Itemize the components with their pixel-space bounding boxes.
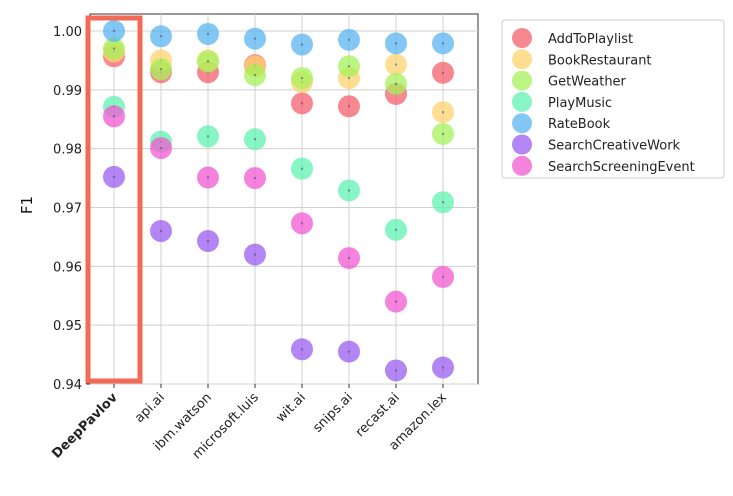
data-point-center bbox=[394, 42, 398, 45]
data-point-center bbox=[300, 167, 304, 170]
data-point-center bbox=[300, 43, 304, 46]
data-point-center bbox=[394, 369, 398, 372]
data-point-center bbox=[159, 229, 163, 233]
legend-marker-GetWeather bbox=[512, 70, 532, 91]
y-axis-label: F1 bbox=[18, 196, 36, 214]
data-point-center bbox=[394, 63, 398, 66]
data-point-center bbox=[300, 102, 304, 105]
plot-area bbox=[89, 13, 479, 385]
data-point-center bbox=[347, 189, 351, 192]
data-point-center bbox=[441, 110, 445, 114]
data-point-center bbox=[206, 176, 210, 179]
data-point-center bbox=[441, 132, 445, 136]
data-point-center bbox=[347, 76, 351, 80]
data-point-center bbox=[206, 32, 210, 36]
data-point-center bbox=[347, 105, 351, 108]
y-tick-label: 0.97 bbox=[53, 202, 82, 217]
data-point-center bbox=[253, 37, 257, 40]
data-points bbox=[103, 20, 454, 382]
legend-label: AddToPlaylist bbox=[548, 32, 633, 47]
data-point-center bbox=[112, 115, 116, 118]
data-point-center bbox=[253, 253, 257, 256]
legend-label: PlayMusic bbox=[548, 96, 612, 111]
x-tick-label: api.ai bbox=[132, 390, 168, 426]
x-tick-label: DeepPavlov bbox=[49, 390, 121, 462]
data-point-center bbox=[300, 222, 304, 225]
y-tick-label: 0.94 bbox=[53, 378, 82, 393]
data-point-center bbox=[300, 76, 304, 80]
data-point-center bbox=[253, 73, 257, 77]
data-point-center bbox=[394, 82, 398, 86]
y-tick-label: 1.00 bbox=[53, 25, 82, 40]
data-point-center bbox=[347, 65, 351, 68]
legend-frame bbox=[501, 19, 725, 179]
data-point-center bbox=[253, 176, 257, 180]
y-axis: 0.94 0.95 0.96 0.97 0.98 0.99 1.00 bbox=[53, 25, 90, 393]
legend-label: GetWeather bbox=[548, 75, 627, 90]
data-point-center bbox=[441, 42, 445, 45]
legend-label: BookRestaurant bbox=[548, 53, 652, 68]
data-point-center bbox=[441, 201, 445, 204]
legend-label: RateBook bbox=[548, 117, 611, 132]
data-point-center bbox=[394, 228, 398, 232]
y-tick-label: 0.96 bbox=[53, 260, 82, 275]
data-point-center bbox=[441, 366, 445, 369]
data-point-center bbox=[253, 138, 257, 141]
x-axis: DeepPavlov api.aiibm.watsonmicrosoft.luis… bbox=[49, 384, 450, 462]
data-point-center bbox=[347, 256, 351, 260]
data-point-center bbox=[206, 239, 210, 243]
data-point-center bbox=[206, 60, 210, 63]
data-point-center bbox=[394, 300, 398, 303]
y-tick-label: 0.99 bbox=[53, 84, 82, 99]
legend-marker-SearchCreativeWork bbox=[512, 134, 532, 155]
data-point-center bbox=[159, 146, 163, 150]
data-point-center bbox=[441, 71, 445, 74]
data-point-center bbox=[300, 348, 304, 351]
data-point-center bbox=[112, 175, 116, 179]
x-tick-label: wit.ai bbox=[273, 390, 308, 425]
x-tick-label: snips.ai bbox=[310, 390, 356, 436]
legend-marker-AddToPlaylist bbox=[512, 28, 532, 48]
data-point-center bbox=[112, 47, 116, 50]
legend: AddToPlaylist BookRestaurant GetWeather Pla… bbox=[501, 19, 725, 179]
data-point-center bbox=[347, 38, 351, 42]
data-point-center bbox=[347, 350, 351, 353]
data-point-center bbox=[206, 135, 210, 138]
legend-marker-BookRestaurant bbox=[512, 49, 532, 70]
y-tick-label: 0.95 bbox=[53, 319, 82, 334]
data-point-center bbox=[159, 68, 163, 71]
data-point-center bbox=[441, 275, 445, 279]
legend-marker-RateBook bbox=[512, 113, 532, 134]
legend-marker-PlayMusic bbox=[512, 91, 532, 112]
data-point-center bbox=[159, 35, 163, 38]
legend-label: SearchCreativeWork bbox=[548, 139, 681, 154]
y-tick-label: 0.98 bbox=[53, 143, 82, 158]
deeppavlov-highlight-box bbox=[85, 15, 143, 384]
legend-label: SearchScreeningEvent bbox=[548, 160, 695, 175]
data-point-center bbox=[112, 29, 116, 33]
legend-marker-SearchScreeningEvent bbox=[512, 155, 532, 176]
